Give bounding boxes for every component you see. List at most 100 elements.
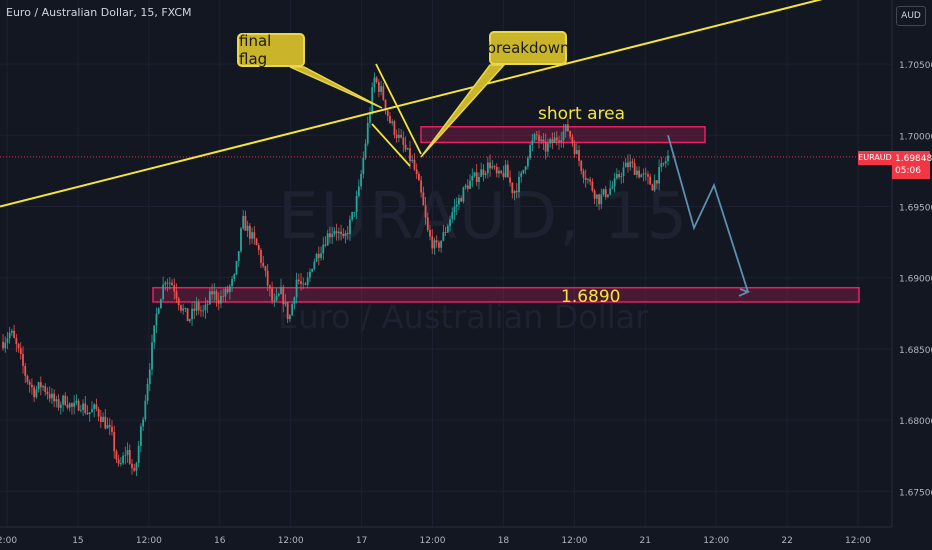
candle-body: [651, 184, 654, 191]
candle-body: [415, 169, 418, 174]
forecast-path: [667, 135, 749, 293]
candle-body: [324, 244, 327, 246]
candle-body: [624, 162, 627, 168]
candle-body: [302, 283, 305, 285]
candle-body: [137, 445, 140, 464]
candle-body: [526, 157, 529, 167]
candle-body: [111, 426, 113, 432]
candle-body: [53, 393, 56, 402]
candle-body: [300, 281, 302, 285]
candle-body: [240, 228, 242, 252]
candle-body: [400, 134, 403, 138]
candle-body: [235, 260, 238, 275]
candle-body: [531, 140, 534, 146]
candle-body: [555, 137, 558, 141]
candle-body: [322, 244, 325, 254]
candle-body: [466, 185, 469, 189]
candle-body: [329, 233, 331, 238]
candle-body: [222, 296, 225, 297]
candle-body: [180, 305, 182, 311]
candle-body: [175, 291, 178, 299]
candle-body: [24, 365, 27, 376]
last-price-badge: 1.69848 05:06: [892, 151, 932, 179]
candle-body: [578, 150, 580, 161]
candle-body: [498, 170, 500, 174]
candle-body: [271, 288, 274, 301]
candle-body: [406, 148, 409, 150]
candle-body: [480, 169, 483, 177]
candle-body: [244, 215, 247, 231]
candle-body: [353, 212, 356, 213]
y-tick-label: 1.67500: [899, 488, 932, 498]
x-tick-label: 12:00: [136, 536, 162, 546]
candle-body: [35, 389, 38, 398]
candle-body: [313, 261, 316, 269]
candle-body: [155, 313, 158, 326]
candle-body: [206, 304, 209, 306]
callout-pointer-breakdown: [420, 64, 506, 158]
candle-body: [344, 233, 347, 236]
candle-body: [435, 240, 438, 243]
zone-target: [152, 286, 860, 303]
candle-body: [602, 189, 605, 195]
candle-body: [424, 205, 427, 218]
chart-title: Euro / Australian Dollar, 15, FXCM: [6, 6, 192, 19]
price-axis: [892, 0, 932, 550]
candle-body: [217, 300, 220, 304]
candle-body: [629, 161, 632, 168]
candle-body: [213, 291, 216, 295]
candle-body: [182, 308, 185, 311]
candle-body: [309, 271, 311, 278]
candle-body: [357, 186, 360, 196]
candle-body: [320, 253, 322, 258]
candle-body: [351, 212, 354, 220]
candle-body: [71, 403, 73, 407]
candle-body: [99, 416, 102, 422]
candle-body: [644, 173, 647, 175]
candle-body: [453, 206, 456, 213]
candle-body: [524, 166, 527, 170]
candle-body: [389, 115, 391, 123]
candle-body: [575, 150, 578, 155]
candle-body: [46, 391, 49, 395]
candle-body: [500, 170, 503, 173]
candle-body: [173, 285, 176, 292]
candle-body: [484, 173, 487, 175]
candle-body: [37, 382, 40, 390]
candle-body: [549, 139, 552, 144]
x-tick-label: 12:00: [845, 536, 871, 546]
candle-body: [433, 240, 436, 249]
candle-body: [113, 431, 116, 452]
currency-button[interactable]: AUD: [896, 6, 926, 26]
grid: [0, 0, 892, 527]
x-tick-label: 15: [72, 536, 83, 546]
candle-body: [504, 164, 507, 177]
candle-body: [431, 236, 434, 249]
candle-body: [220, 296, 222, 304]
candle-body: [540, 139, 543, 142]
candle-body: [655, 180, 658, 184]
y-tick-label: 1.69500: [899, 204, 932, 214]
candle-body: [386, 110, 389, 116]
candle-body: [462, 187, 465, 202]
candle-body: [529, 145, 532, 158]
candle-body: [264, 266, 267, 271]
flag-lower-line: [371, 123, 411, 167]
candle-body: [93, 404, 96, 410]
candle-body: [39, 382, 42, 388]
candle-body: [166, 282, 169, 284]
candle-body: [551, 139, 554, 143]
x-tick-label: 12:00: [420, 536, 446, 546]
candle-body: [418, 173, 420, 181]
candle-body: [518, 176, 520, 193]
x-tick-label: 21: [640, 536, 651, 546]
candle-body: [513, 190, 516, 194]
candle-body: [108, 425, 111, 427]
trendline: [0, 0, 823, 208]
candle-body: [373, 77, 376, 88]
candle-body: [195, 302, 198, 311]
candle-body: [495, 166, 498, 174]
candle-body: [598, 194, 600, 205]
